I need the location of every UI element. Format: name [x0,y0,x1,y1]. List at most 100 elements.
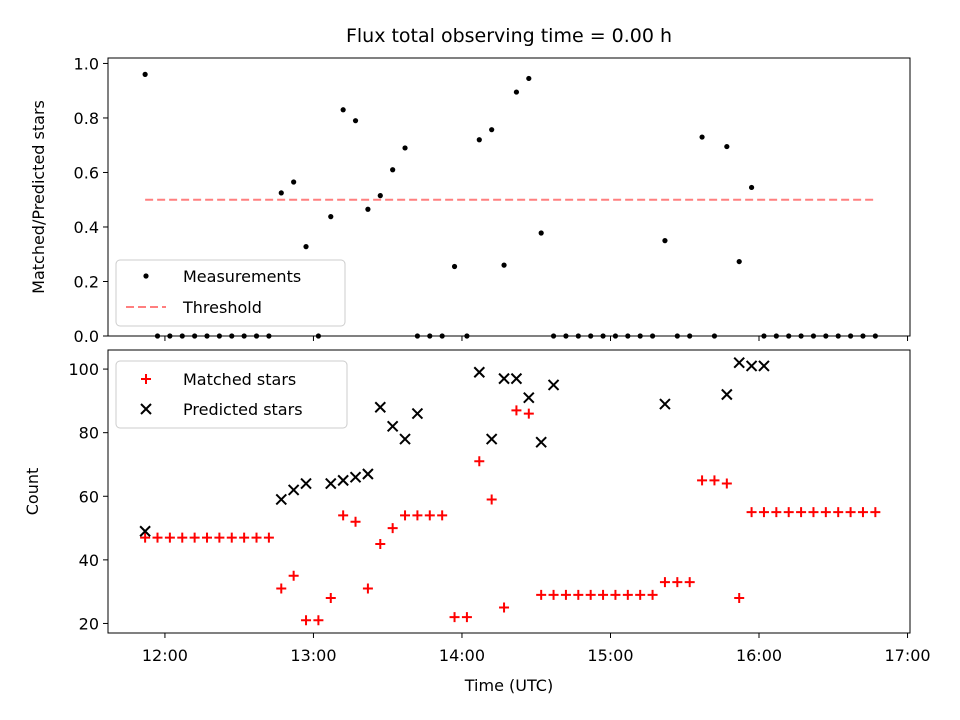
matched-stars-point [672,577,683,588]
measurement-point [575,333,581,339]
bottom-y-axis-label: Count [23,468,42,516]
matched-stars-point [140,532,151,543]
matched-stars-point [647,589,658,600]
measurement-point [142,71,148,77]
measurement-point [377,193,383,199]
matched-stars-point [635,589,646,600]
matched-stars-point [697,475,708,486]
measurement-point [736,258,742,265]
measurement-point [699,134,705,140]
top-plot-frame [107,57,911,337]
measurement-point [216,333,222,339]
legend-measurements-label: Measurements [183,267,301,286]
measurement-point [451,263,458,270]
matched-stars-point [585,589,596,600]
matched-stars-point [288,570,299,581]
matched-stars-point [338,510,349,521]
matched-stars-point [449,612,460,623]
matched-stars-point [684,577,695,588]
chart-title: Flux total observing time = 0.00 h [346,25,672,47]
measurement-point [674,333,680,339]
matched-stars-point [548,589,559,600]
x-tick-label: 12:00 [142,646,188,665]
bottom-legend-box [115,360,348,429]
measurement-point [538,230,544,236]
predicted-stars-point [498,372,510,385]
predicted-stars-point [386,420,399,433]
measurement-point [402,145,408,151]
measurement-point [798,333,804,339]
measurement-point [513,89,520,95]
measurement-point [439,333,445,339]
predicted-stars-point [399,433,411,445]
measurement-point [365,206,371,212]
predicted-stars-point [535,436,547,448]
measurement-point [328,214,334,220]
matched-stars-point [536,589,547,600]
matched-stars-point [758,507,769,518]
x-tick-label: 15:00 [587,646,633,665]
measurement-point [637,333,643,339]
matched-stars-point [387,523,398,534]
predicted-stars-point [275,493,287,506]
measurement-point [427,333,433,339]
matched-stars-point [251,532,262,543]
measurement-point [390,167,396,173]
predicted-stars-point [659,398,671,410]
measurement-point [253,333,260,339]
predicted-stars-point [287,484,300,496]
matched-stars-point [276,583,287,594]
matched-stars-point [164,532,175,543]
measurement-point [773,333,779,339]
measurement-point [600,333,606,339]
measurement-point [612,333,619,339]
matched-stars-point [226,532,237,543]
top-y-tick-label: 1.0 [74,54,99,73]
matched-stars-point [659,577,670,588]
measurement-point [154,333,161,339]
predicted-stars-point [473,366,486,378]
measurement-point [687,333,693,339]
predicted-stars-point [349,471,362,483]
matched-stars-point [721,478,732,489]
matched-stars-point [189,532,200,543]
top-y-tick-label: 0.2 [74,272,99,291]
measurement-point [489,127,495,133]
bottom-y-tick-label: 20 [79,614,99,633]
predicted-stars-point [721,388,733,401]
measurement-point [278,190,284,196]
predicted-stars-point [325,477,337,490]
measurement-point [847,333,854,339]
top-y-tick-label: 0.0 [74,327,99,346]
measurement-point [179,333,185,339]
legend-matched-marker [141,374,151,384]
matched-stars-point [511,405,522,416]
matched-stars-point [771,507,782,518]
matched-stars-point [709,475,720,486]
predicted-stars-point [510,372,523,385]
measurement-point [340,107,346,113]
matched-stars-point [239,532,250,543]
bottom-y-tick-label: 40 [79,551,99,570]
measurement-point [167,333,173,339]
top-legend-box [115,259,346,327]
matched-stars-point [424,510,435,521]
measurement-point [724,143,730,150]
matched-stars-point [808,507,819,518]
predicted-stars-point [374,401,386,413]
measurement-point [625,333,631,339]
matched-stars-point [857,507,868,518]
predicted-stars-point [745,360,758,372]
measurement-point [711,333,718,339]
matched-stars-point [610,589,621,600]
matched-stars-point [499,602,510,613]
x-tick-label: 17:00 [884,646,930,665]
matched-stars-point [573,589,584,600]
predicted-stars-point [758,360,770,372]
matched-stars-point [820,507,831,518]
measurement-point [241,333,247,339]
measurement-point [748,184,755,191]
matched-stars-point [598,589,609,600]
bottom-y-tick-label: 100 [68,360,99,379]
